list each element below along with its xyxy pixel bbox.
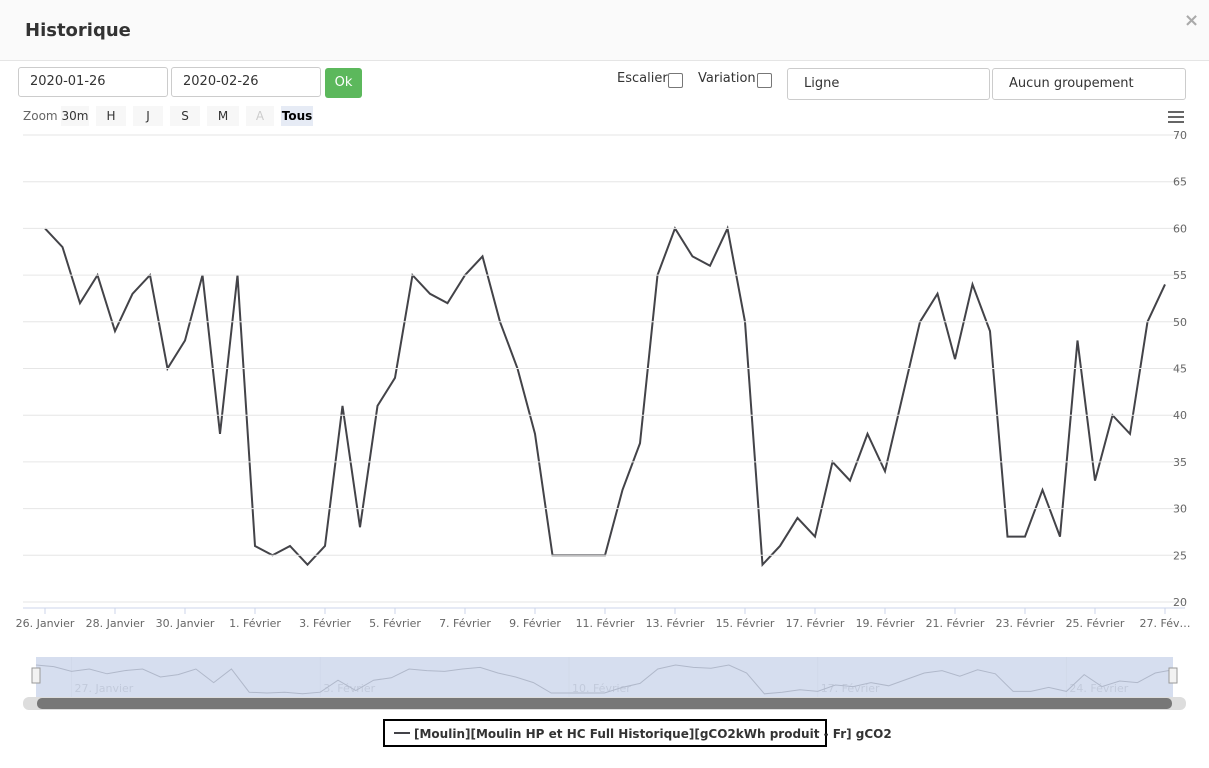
stairs-label: Escalier <box>617 71 668 86</box>
series-line <box>44 225 1166 567</box>
y-tick-label: 45 <box>1173 363 1187 376</box>
x-tick-label: 27. Fév… <box>1140 617 1191 630</box>
stairs-checkbox[interactable] <box>668 73 683 88</box>
zoom-label: Zoom <box>23 109 58 123</box>
x-tick-label: 9. Février <box>509 617 561 630</box>
chart-type-select[interactable]: Ligne <box>787 68 990 100</box>
y-tick-label: 60 <box>1173 222 1187 235</box>
x-tick-label: 15. Février <box>716 617 775 630</box>
x-tick-label: 1. Février <box>229 617 281 630</box>
x-tick-label: 30. Janvier <box>156 617 215 630</box>
x-tick-label: 26. Janvier <box>16 617 75 630</box>
y-tick-label: 65 <box>1173 176 1187 189</box>
x-tick-label: 28. Janvier <box>86 617 145 630</box>
zoom-button[interactable]: M <box>207 106 239 126</box>
x-tick-label: 23. Février <box>996 617 1055 630</box>
x-tick-label: 3. Février <box>299 617 351 630</box>
zoom-button[interactable]: J <box>133 106 163 126</box>
y-tick-label: 55 <box>1173 269 1187 282</box>
x-tick-label: 13. Février <box>646 617 705 630</box>
y-tick-label: 50 <box>1173 316 1187 329</box>
navigator-handle[interactable] <box>31 667 41 684</box>
zoom-button[interactable]: A <box>246 106 274 126</box>
legend-item[interactable]: [Moulin][Moulin HP et HC Full Historique… <box>414 727 892 741</box>
x-tick-label: 21. Février <box>926 617 985 630</box>
scrollbar-thumb[interactable] <box>37 698 1172 709</box>
header: Historique × <box>0 0 1209 61</box>
zoom-button[interactable]: S <box>170 106 200 126</box>
navigator-mask <box>36 657 1173 697</box>
y-tick-label: 20 <box>1173 596 1187 609</box>
modal-title: Historique <box>25 20 131 41</box>
y-tick-label: 40 <box>1173 409 1187 422</box>
navigator-handle[interactable] <box>1168 667 1178 684</box>
zoom-button[interactable]: Tous <box>281 106 313 126</box>
legend-box <box>383 719 827 747</box>
date-from[interactable]: 2020-01-26 <box>18 67 168 97</box>
x-tick-label: 17. Février <box>786 617 845 630</box>
y-tick-label: 35 <box>1173 456 1187 469</box>
zoom-button[interactable]: 30m <box>61 106 89 126</box>
x-tick-label: 19. Février <box>856 617 915 630</box>
variation-label: Variation <box>698 71 756 86</box>
menu-icon <box>1168 111 1184 123</box>
x-tick-label: 5. Février <box>369 617 421 630</box>
variation-checkbox[interactable] <box>757 73 772 88</box>
ok-button[interactable]: Ok <box>325 68 362 98</box>
y-tick-label: 30 <box>1173 503 1187 516</box>
y-tick-label: 25 <box>1173 549 1187 562</box>
x-tick-label: 25. Février <box>1066 617 1125 630</box>
close-button[interactable]: × <box>1184 10 1200 31</box>
zoom-button[interactable]: H <box>96 106 126 126</box>
x-tick-label: 7. Février <box>439 617 491 630</box>
date-to[interactable]: 2020-02-26 <box>171 67 321 97</box>
grouping-select[interactable]: Aucun groupement <box>992 68 1186 100</box>
y-tick-label: 70 <box>1173 129 1187 142</box>
x-tick-label: 11. Février <box>576 617 635 630</box>
